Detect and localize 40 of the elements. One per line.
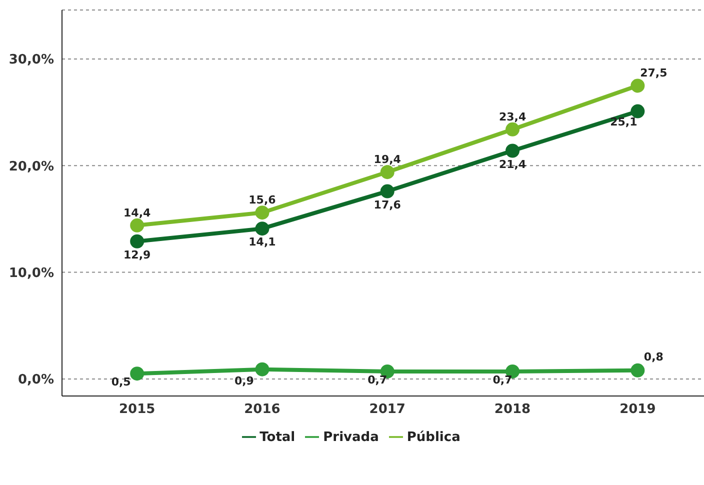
point [630,104,645,118]
point [255,362,270,376]
point [506,144,520,158]
data-label: 17,6 [374,198,402,212]
data-label: 0,7 [368,373,388,386]
y-tick-label: 20,0% [8,159,54,174]
data-label: 19,4 [374,153,402,166]
point [380,165,394,180]
point [380,184,394,198]
point [506,122,520,136]
x-tick-label: 2017 [369,402,406,418]
x-tick-label: 2016 [244,402,280,418]
point [630,363,645,378]
y-tick-label: 30,0% [8,52,54,68]
legend-label: Privada [323,430,379,445]
data-label: 23,4 [498,110,526,124]
y-tick-label: 10,0% [8,266,54,281]
data-label: 21,4 [498,158,526,171]
data-label: 25,1 [610,115,638,128]
x-tick-label: 2015 [118,402,156,418]
x-tick-label: 2019 [620,402,656,418]
data-label: 0,5 [111,376,131,389]
data-label: 0,9 [234,374,254,388]
point [630,78,645,93]
data-label: 14,1 [248,236,276,249]
data-label: 27,5 [640,66,668,80]
data-label: 0,8 [644,350,664,364]
point [130,234,144,248]
y-tick-label: 0,0% [18,372,54,388]
data-label: 12,9 [124,248,151,262]
x-tick-label: 2018 [494,402,531,418]
data-label: 14,4 [124,206,152,220]
point [255,206,270,220]
point [130,366,144,381]
point [130,218,144,232]
data-label: 15,6 [248,194,276,207]
data-label: 0,7 [492,373,512,386]
legend-label: Total [260,430,296,445]
point [255,222,270,236]
legend-label: Pública [406,430,460,445]
